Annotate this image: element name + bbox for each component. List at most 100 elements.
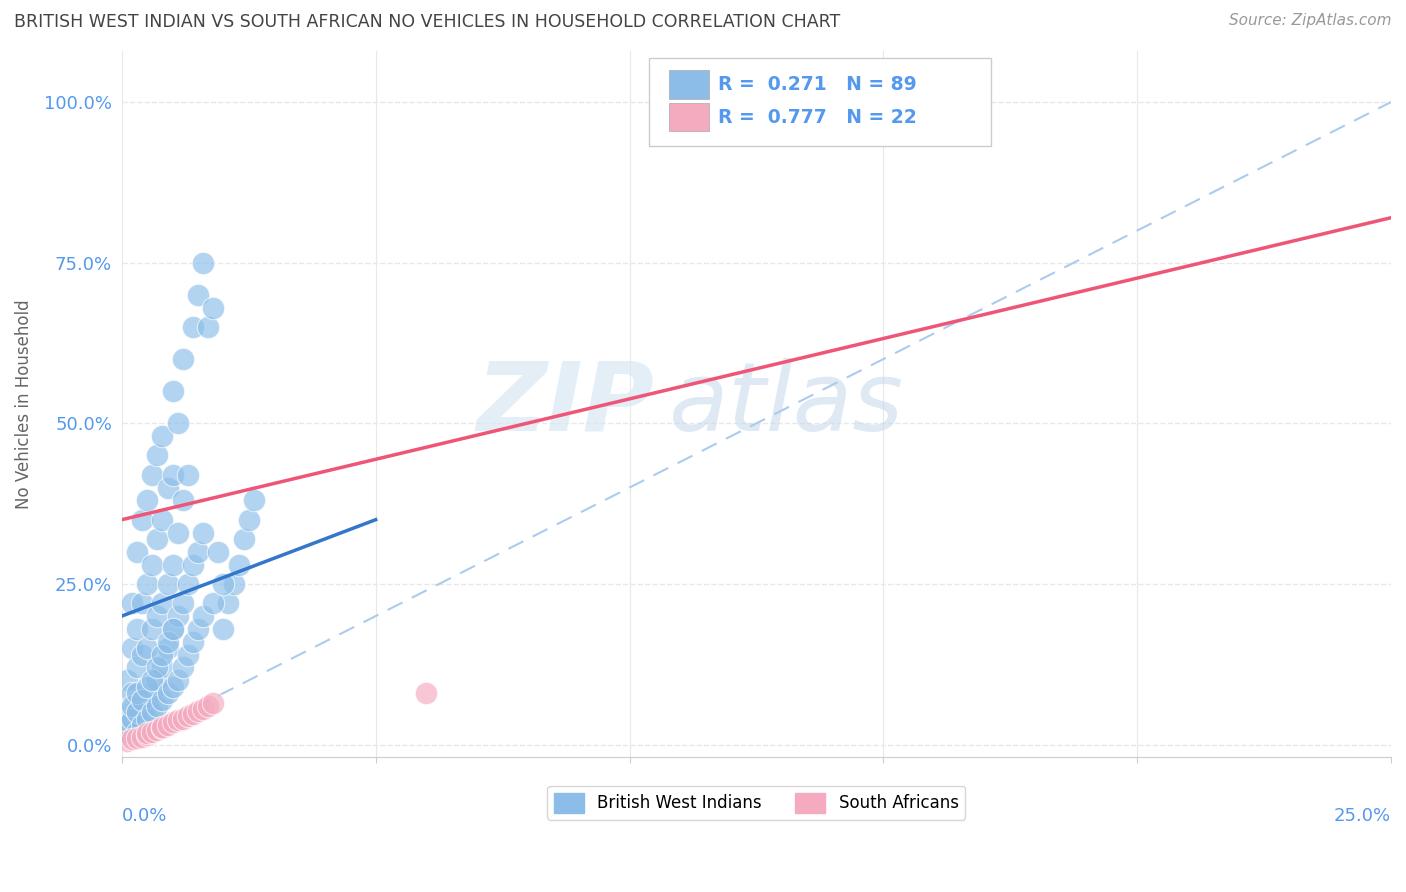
Point — [152, 648, 174, 662]
Point — [136, 493, 159, 508]
Point — [152, 513, 174, 527]
Point — [166, 673, 188, 688]
Point — [181, 558, 204, 572]
Point — [177, 577, 200, 591]
Point — [125, 731, 148, 745]
Point — [156, 577, 179, 591]
Point — [162, 467, 184, 482]
Point — [136, 712, 159, 726]
Point — [166, 609, 188, 624]
Point — [125, 660, 148, 674]
Point — [191, 609, 214, 624]
Point — [162, 622, 184, 636]
Point — [222, 577, 245, 591]
Point — [131, 513, 153, 527]
Point — [115, 673, 138, 688]
Point — [191, 525, 214, 540]
Point — [156, 481, 179, 495]
Point — [156, 634, 179, 648]
Point — [720, 95, 742, 109]
Point — [232, 532, 254, 546]
Point — [141, 706, 163, 720]
Point — [166, 525, 188, 540]
Point — [125, 706, 148, 720]
Point — [181, 706, 204, 721]
Point — [115, 724, 138, 739]
FancyBboxPatch shape — [648, 58, 991, 146]
Point — [152, 660, 174, 674]
Point — [136, 641, 159, 656]
Point — [238, 513, 260, 527]
Y-axis label: No Vehicles in Household: No Vehicles in Household — [15, 299, 32, 508]
Point — [121, 732, 143, 747]
Point — [207, 545, 229, 559]
Point — [187, 622, 209, 636]
Point — [172, 352, 194, 367]
Point — [217, 596, 239, 610]
Text: atlas: atlas — [668, 358, 903, 450]
Point — [125, 622, 148, 636]
Point — [131, 596, 153, 610]
Point — [197, 320, 219, 334]
Point — [115, 734, 138, 748]
Point — [131, 730, 153, 744]
Point — [162, 714, 184, 729]
Point — [172, 660, 194, 674]
Point — [146, 609, 169, 624]
Text: BRITISH WEST INDIAN VS SOUTH AFRICAN NO VEHICLES IN HOUSEHOLD CORRELATION CHART: BRITISH WEST INDIAN VS SOUTH AFRICAN NO … — [14, 13, 841, 31]
Point — [202, 696, 225, 710]
Point — [121, 698, 143, 713]
Point — [121, 712, 143, 726]
Point — [228, 558, 250, 572]
Point — [172, 493, 194, 508]
FancyBboxPatch shape — [669, 103, 710, 131]
Point — [181, 320, 204, 334]
Point — [125, 545, 148, 559]
Point — [162, 558, 184, 572]
Point — [415, 686, 437, 700]
Point — [156, 686, 179, 700]
Point — [202, 301, 225, 315]
Point — [131, 692, 153, 706]
Point — [177, 467, 200, 482]
Point — [136, 698, 159, 713]
Point — [177, 708, 200, 723]
Point — [162, 622, 184, 636]
Point — [141, 622, 163, 636]
Point — [156, 718, 179, 732]
Point — [115, 718, 138, 732]
Point — [191, 256, 214, 270]
Point — [131, 692, 153, 706]
Point — [115, 706, 138, 720]
Point — [136, 728, 159, 742]
Point — [141, 673, 163, 688]
Point — [146, 673, 169, 688]
Point — [202, 596, 225, 610]
Point — [146, 532, 169, 546]
Point — [243, 493, 266, 508]
Legend: British West Indians, South Africans: British West Indians, South Africans — [547, 786, 966, 820]
Text: R =  0.271   N = 89: R = 0.271 N = 89 — [718, 75, 917, 94]
Text: 0.0%: 0.0% — [122, 807, 167, 825]
Point — [141, 558, 163, 572]
Text: ZIP: ZIP — [477, 358, 655, 450]
Point — [141, 467, 163, 482]
Point — [166, 713, 188, 727]
Point — [212, 622, 235, 636]
Point — [212, 577, 235, 591]
Point — [162, 384, 184, 399]
Point — [172, 596, 194, 610]
Point — [152, 722, 174, 736]
Point — [172, 712, 194, 726]
Point — [121, 686, 143, 700]
Point — [181, 634, 204, 648]
Point — [152, 596, 174, 610]
Point — [125, 686, 148, 700]
Point — [131, 648, 153, 662]
FancyBboxPatch shape — [669, 70, 710, 99]
Point — [141, 724, 163, 739]
Point — [187, 704, 209, 718]
Point — [162, 680, 184, 694]
Point — [125, 724, 148, 739]
Point — [166, 417, 188, 431]
